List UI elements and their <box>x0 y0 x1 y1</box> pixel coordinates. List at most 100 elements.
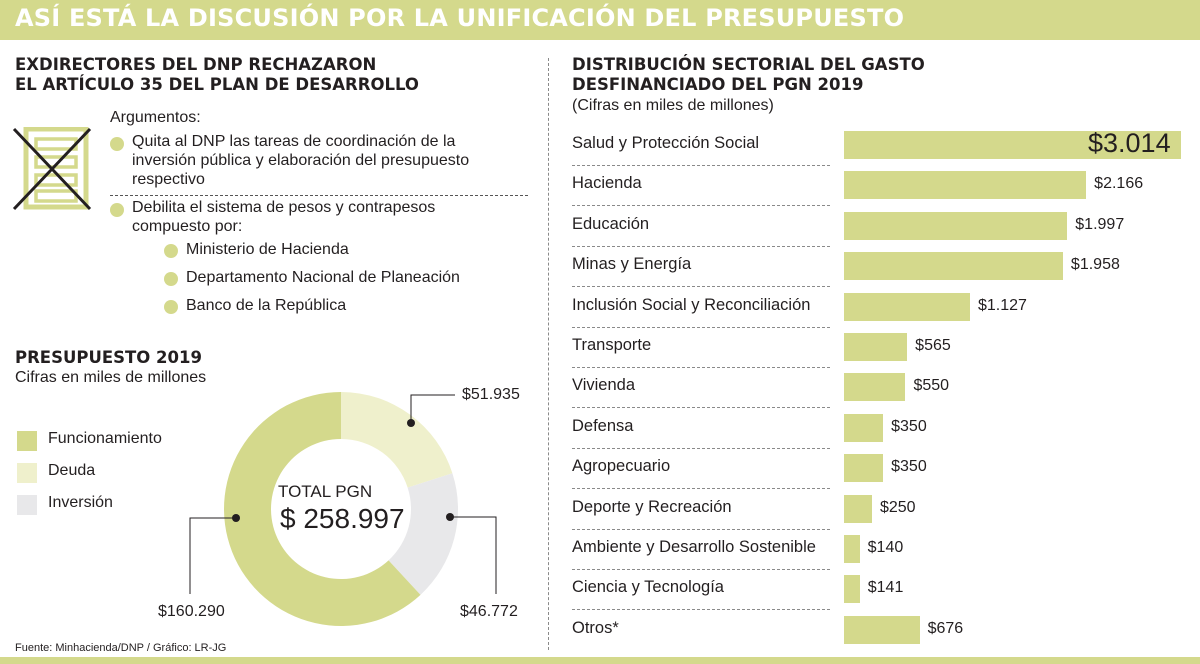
legend-label-inversion: Inversión <box>48 494 113 511</box>
deuda-leader <box>410 394 455 423</box>
bar <box>844 292 970 321</box>
leader-dot <box>232 514 240 522</box>
argument-1-line1: Quita al DNP las tareas de coordinación … <box>132 133 456 150</box>
row-separator <box>572 569 830 570</box>
bar-value-label: $550 <box>913 377 950 395</box>
entity-item: Ministerio de Hacienda <box>186 241 349 258</box>
bar-value-label: $140 <box>867 539 904 556</box>
bar-chart-subtitle: (Cifras en miles de millones) <box>572 97 774 114</box>
deuda-value-label: $51.935 <box>462 386 520 403</box>
bar <box>844 131 1181 159</box>
bar <box>844 252 1063 281</box>
bar-value-label: $350 <box>891 458 927 476</box>
row-separator <box>572 528 830 530</box>
bar-category-label: Transporte <box>572 336 652 354</box>
funcionamiento-leader <box>189 517 236 594</box>
argument-1-line2: inversión pública y elaboración del pres… <box>132 152 470 169</box>
bar-value-label: $1.958 <box>1070 256 1120 274</box>
header-bar: ASÍ ESTÁ LA DISCUSIÓN POR LA UNIFICACIÓN… <box>0 0 1200 40</box>
row-separator <box>572 205 830 207</box>
left-section-title-line1: EXDIRECTORES DEL DNP RECHAZARON <box>15 55 377 74</box>
bar-chart-title-line1: DISTRIBUCIÓN SECTORIAL DEL GASTO <box>572 55 925 74</box>
argument-2-line2: compuesto por: <box>132 218 243 235</box>
bar-category-label: Deporte y Recreación <box>572 497 732 516</box>
bar-category-label: Inclusión Social y Reconciliación <box>572 295 811 314</box>
bar <box>844 535 860 563</box>
row-separator <box>572 488 830 490</box>
bar-value-label: $350 <box>891 417 927 435</box>
bar-category-label: Minas y Energía <box>572 255 692 274</box>
page-title: ASÍ ESTÁ LA DISCUSIÓN POR LA UNIFICACIÓN… <box>15 4 905 32</box>
entity-item: Banco de la República <box>186 297 347 314</box>
bar <box>844 615 920 644</box>
budget-title: PRESUPUESTO 2019 <box>15 348 202 367</box>
row-separator <box>572 407 830 409</box>
legend-swatch-deuda <box>17 463 37 483</box>
inversion-value-label: $46.772 <box>460 603 518 620</box>
leader-dot <box>407 419 415 427</box>
bar <box>844 494 872 523</box>
bottom-bar <box>0 657 1200 664</box>
leader-dot <box>446 513 454 521</box>
argument-2-line1: Debilita el sistema de pesos y contrapes… <box>132 199 436 216</box>
bar-value-label: $141 <box>867 579 904 597</box>
legend-label-funcionamiento: Funcionamiento <box>48 430 162 447</box>
bar-chart-title-line2: DESFINANCIADO DEL PGN 2019 <box>572 75 864 94</box>
donut-slice-deuda <box>341 392 453 488</box>
bar <box>844 373 906 402</box>
row-separator <box>572 165 830 166</box>
bar-category-label: Ambiente y Desarrollo Sostenible <box>572 538 816 556</box>
bullet-dot-icon <box>164 272 178 286</box>
bar-value-label: $565 <box>915 337 951 354</box>
bar-category-label: Vivienda <box>572 376 635 395</box>
bar-value-label: $1.997 <box>1075 215 1125 233</box>
left-section-title-line2: EL ARTÍCULO 35 DEL PLAN DE DESARROLLO <box>15 75 419 94</box>
bar-value-label: $1.127 <box>978 296 1027 314</box>
row-separator <box>572 245 830 247</box>
legend-swatch-inversion <box>17 495 37 515</box>
bullet-dot-icon <box>110 137 124 151</box>
crossed-document-icon <box>12 127 92 211</box>
source-note: Fuente: Minhacienda/DNP / Gráfico: LR-JG <box>15 642 227 654</box>
total-pgn-label: TOTAL PGN <box>278 482 373 501</box>
bar-category-label: Defensa <box>572 416 634 435</box>
arguments-heading: Argumentos: <box>110 109 201 126</box>
bar <box>844 413 884 442</box>
argument-1-line3: respectivo <box>132 171 205 188</box>
legend-swatch-funcionamiento <box>17 431 37 451</box>
bar-value-label: $3.014 <box>1088 128 1171 158</box>
funcionamiento-value-label: $160.290 <box>158 603 225 620</box>
budget-subtitle: Cifras en miles de millones <box>15 369 207 386</box>
row-separator <box>572 286 830 288</box>
bar-category-label: Otros* <box>572 618 619 637</box>
bar-value-label: $676 <box>927 619 964 637</box>
bar-value-label: $250 <box>879 498 916 516</box>
bar <box>844 575 860 604</box>
arguments-separator <box>110 195 528 196</box>
bar <box>844 454 884 483</box>
legend-label-deuda: Deuda <box>48 462 96 479</box>
row-separator <box>572 326 830 328</box>
row-separator <box>572 447 830 449</box>
column-divider <box>548 58 549 650</box>
donut-slice-funcionamiento <box>224 392 421 626</box>
total-pgn-value: $ 258.997 <box>280 503 405 534</box>
bar-category-label: Educación <box>572 214 650 233</box>
bar <box>844 171 1087 200</box>
bar-value-label: $2.166 <box>1094 175 1144 193</box>
donut-slice-inversion <box>388 473 458 595</box>
bullet-dot-icon <box>164 300 178 314</box>
bullet-dot-icon <box>110 203 124 217</box>
entity-item: Departamento Nacional de Planeación <box>186 269 460 286</box>
row-separator <box>572 367 830 368</box>
bar <box>844 211 1068 240</box>
bar-category-label: Salud y Protección Social <box>572 134 760 152</box>
inversion-leader <box>450 516 497 594</box>
bar-category-label: Agropecuario <box>572 457 671 476</box>
row-separator <box>572 609 830 611</box>
bar <box>844 333 908 361</box>
bar-category-label: Hacienda <box>572 174 642 193</box>
budget-donut-chart <box>189 392 497 626</box>
bullet-dot-icon <box>164 244 178 258</box>
bar-category-label: Ciencia y Tecnología <box>572 578 724 597</box>
